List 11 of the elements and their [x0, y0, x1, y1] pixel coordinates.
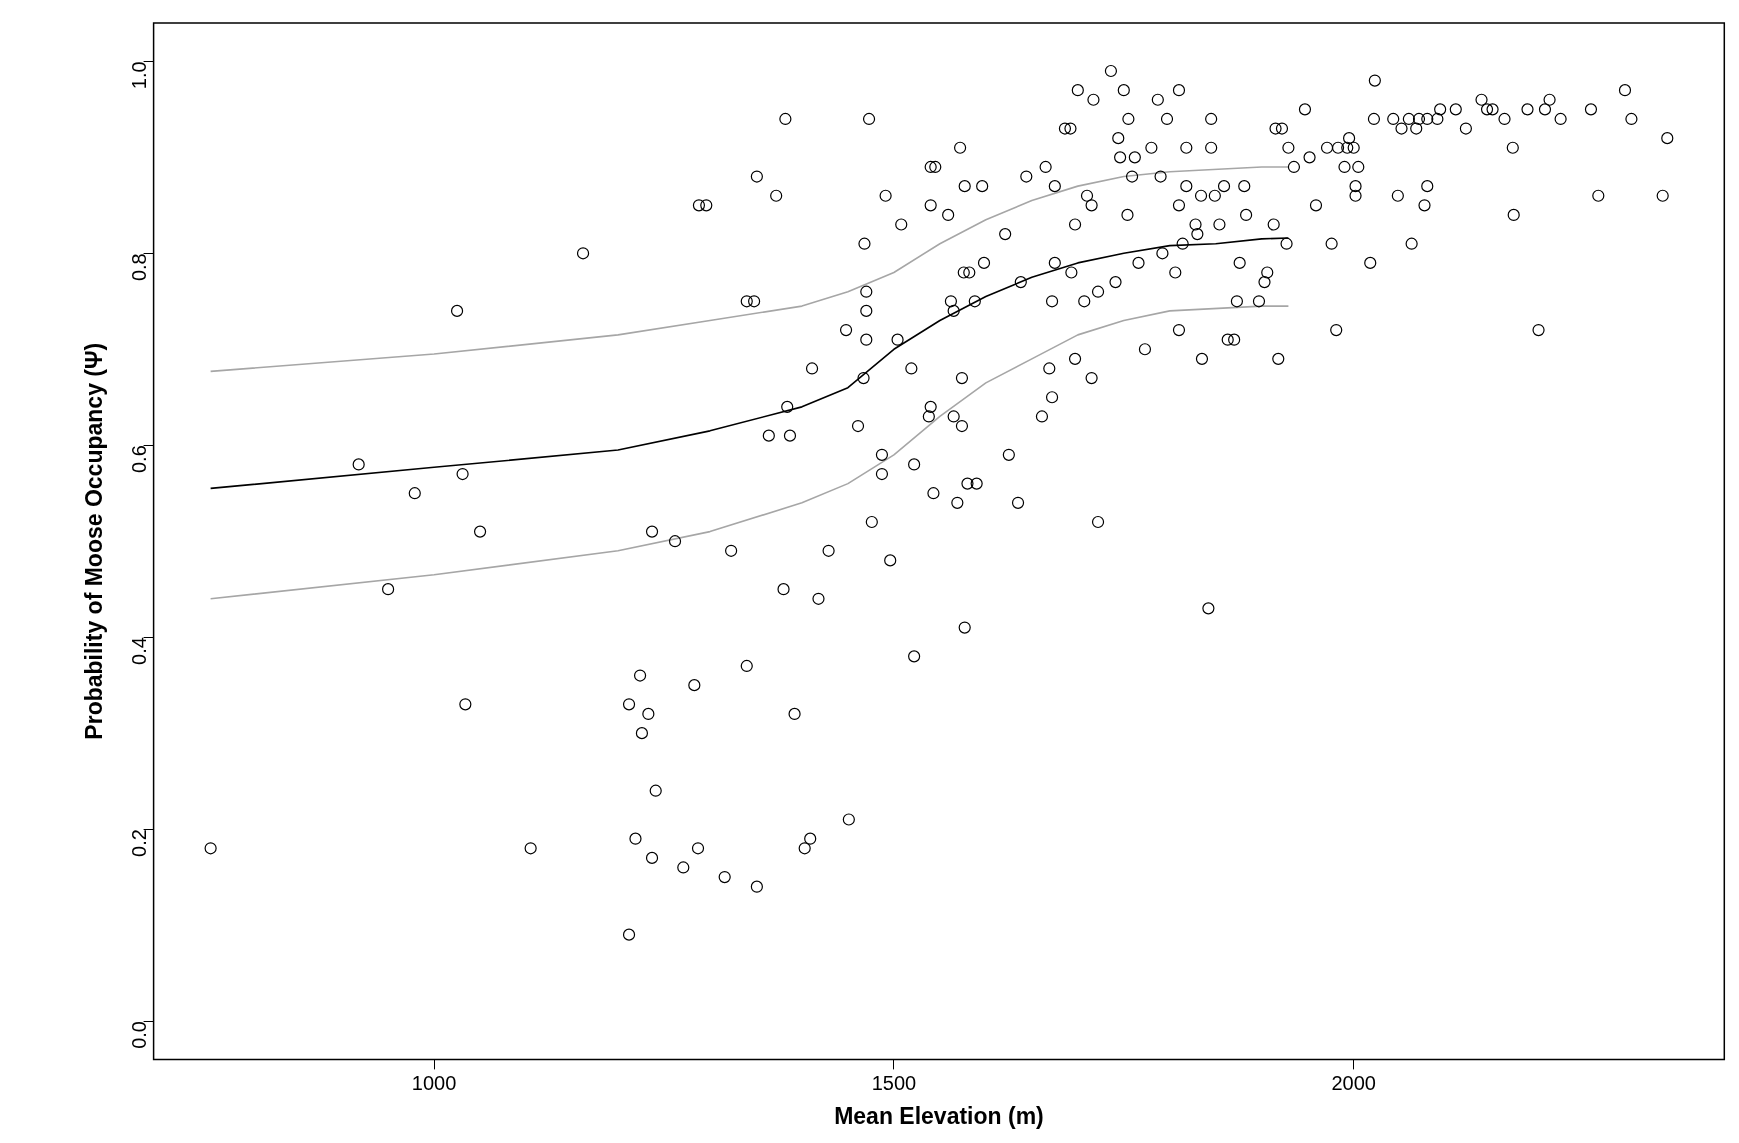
x-axis-title: Mean Elevation (m) [834, 1102, 1044, 1129]
y-tick-label: 0.6 [128, 445, 151, 474]
x-tick-label: 2000 [1331, 1071, 1376, 1094]
y-tick-label: 1.0 [128, 61, 151, 90]
y-tick-label: 0.0 [128, 1021, 151, 1049]
y-axis-title: Probability of Moose Occupancy (Ψ) [81, 342, 108, 740]
y-tick-label: 0.8 [128, 253, 151, 282]
x-tick-label: 1000 [411, 1071, 457, 1094]
x-tick-label: 1500 [871, 1071, 917, 1094]
y-tick-label: 0.2 [128, 829, 151, 857]
y-tick-label: 0.4 [128, 637, 151, 665]
